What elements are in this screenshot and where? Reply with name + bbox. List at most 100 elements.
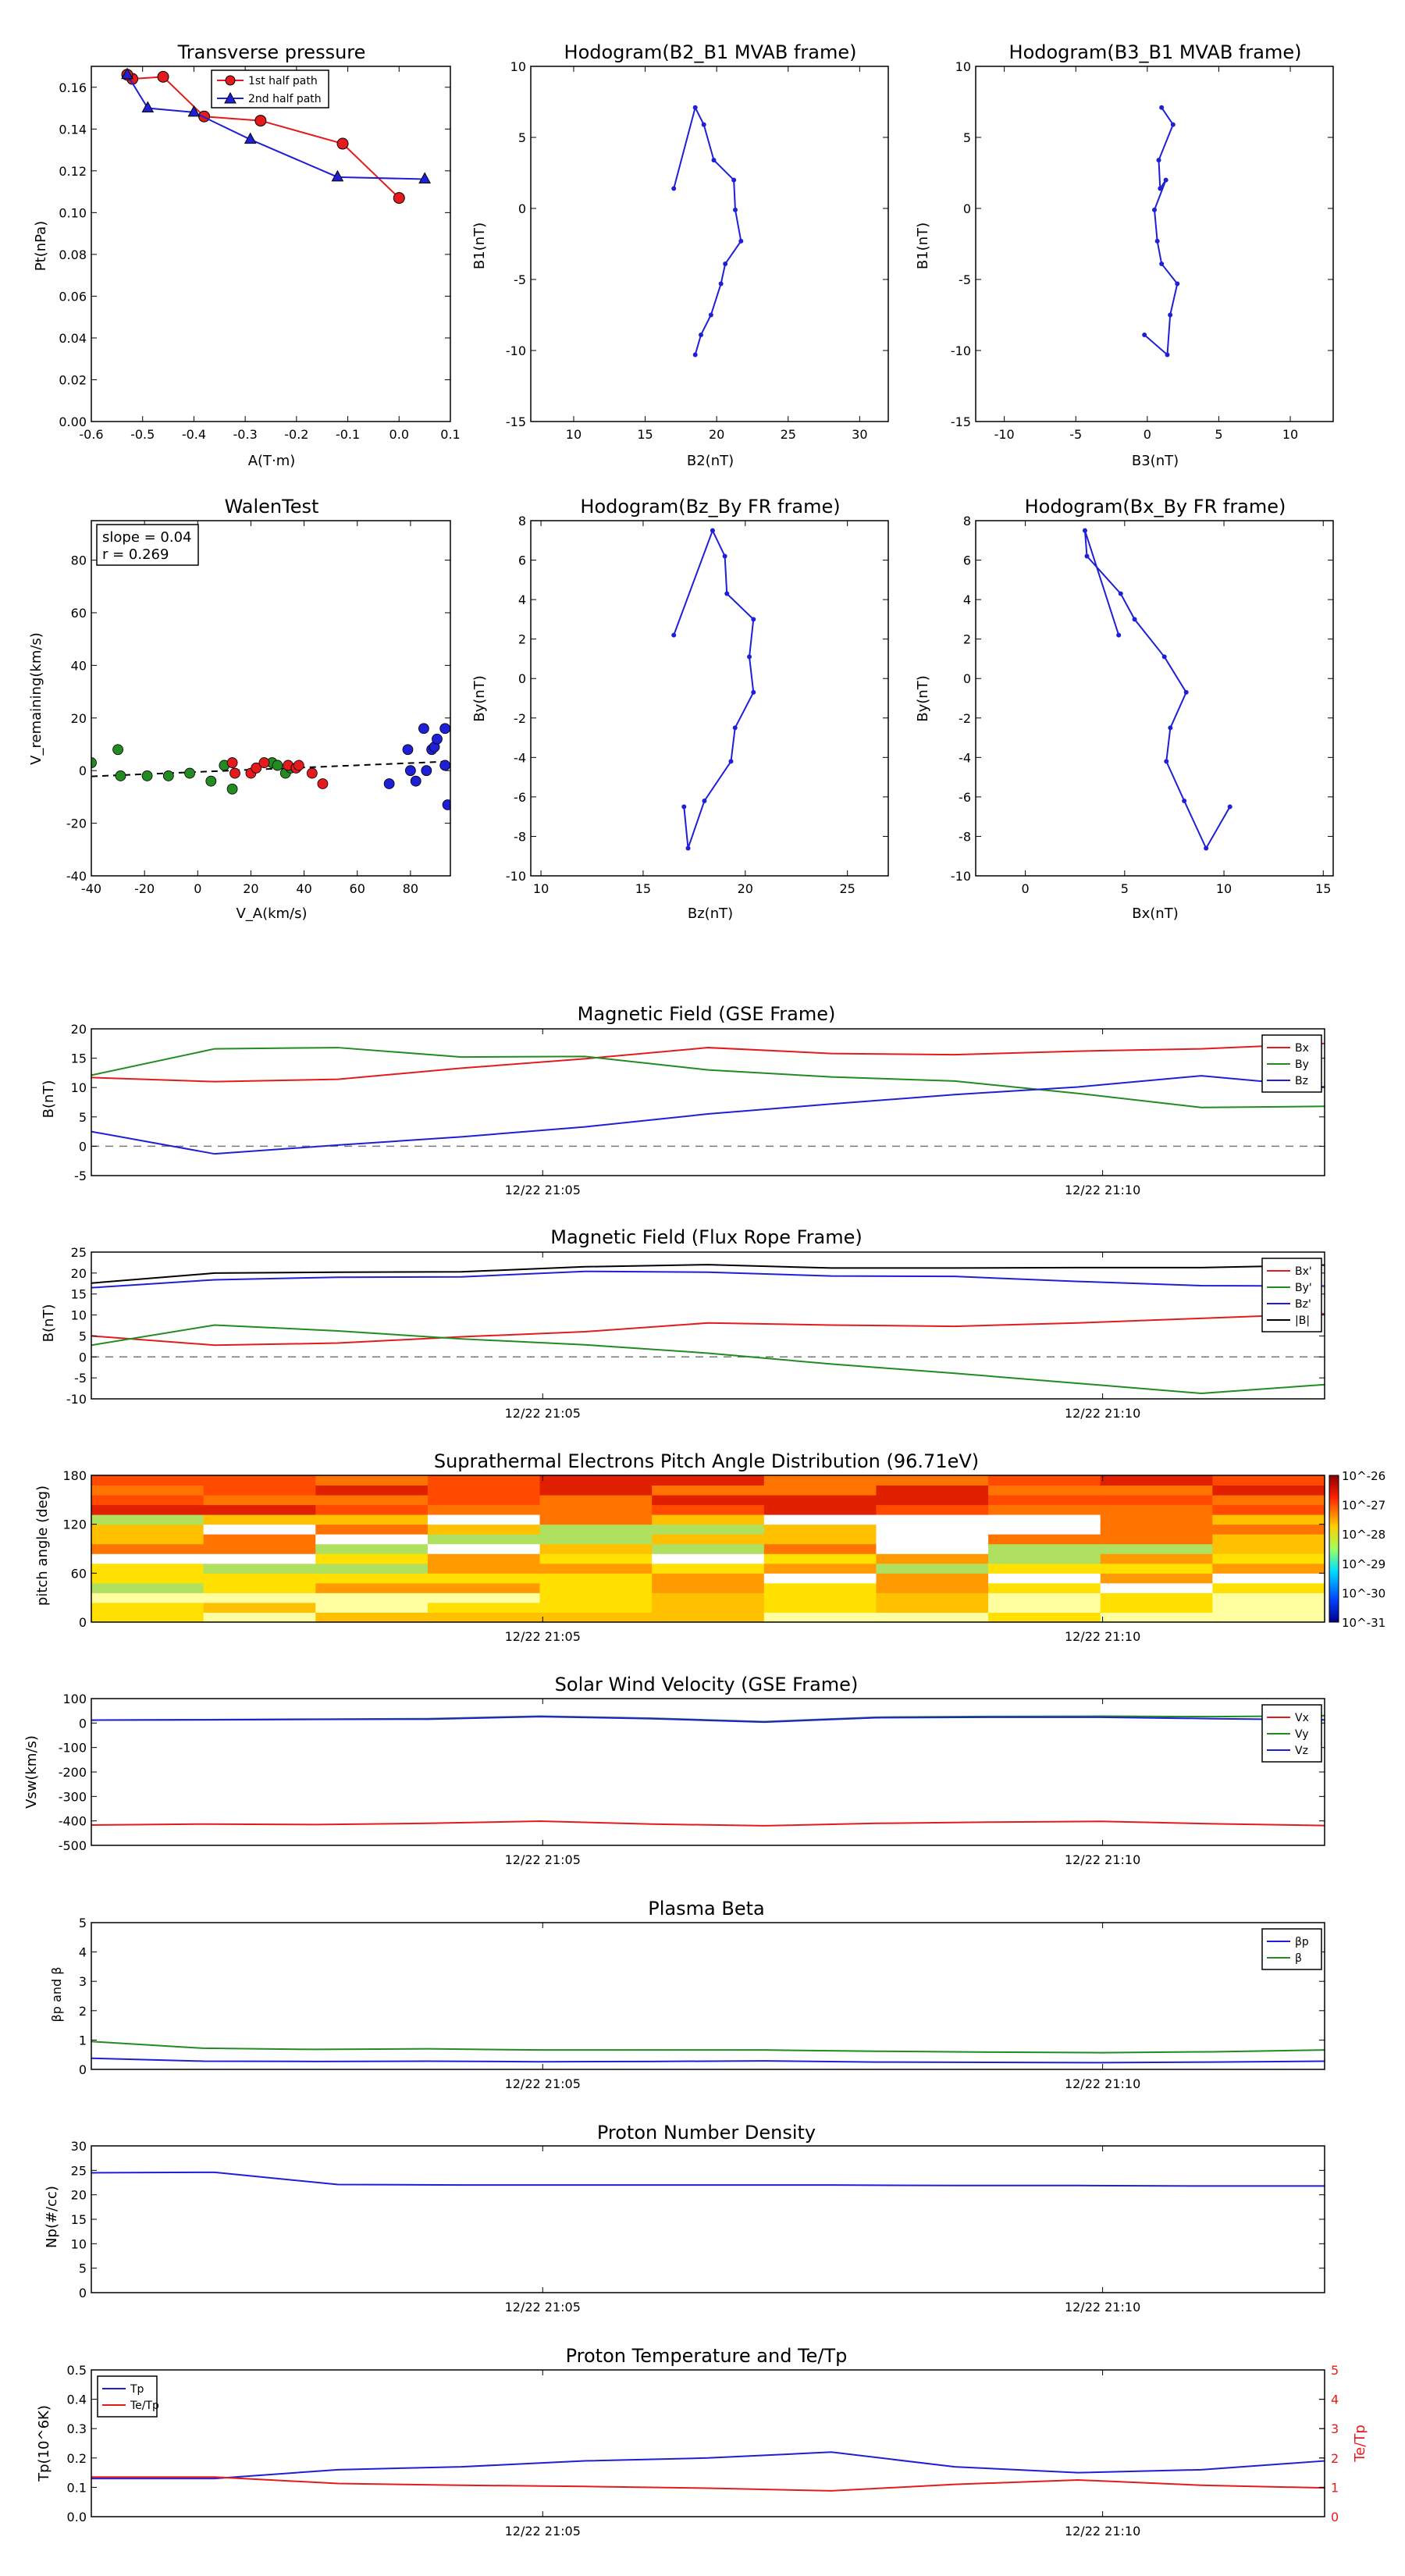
y-tick-label: 2	[518, 632, 526, 647]
plot-vsw: 12/22 21:05 12/22 21:10 -500 -400 -300 -200 -1…	[59, 1692, 1325, 1867]
y-tick-label: -4	[959, 750, 971, 765]
heatmap-cell	[427, 1534, 541, 1545]
heatmap-cell	[427, 1592, 541, 1603]
x-tick-label: 15	[1315, 881, 1331, 896]
plot-frame	[530, 66, 889, 422]
heatmap-cell	[1212, 1514, 1325, 1525]
data-point	[692, 105, 698, 110]
y-tick-label: 0.16	[59, 80, 87, 95]
legend-label: Vy	[1295, 1728, 1309, 1741]
y-axis-label: B(nT)	[41, 1080, 57, 1119]
data-point	[685, 845, 691, 851]
plot-hodogram-b2-b1: 10 15 20 25 30 -15 -10 -5 0 5 10	[506, 59, 889, 442]
heatmap-cell	[539, 1573, 653, 1584]
panel-title: WalenTest	[225, 496, 319, 518]
y-tick-label: 0	[79, 1350, 87, 1364]
heatmap-cell	[203, 1563, 316, 1574]
y-tick-label: 20	[71, 1266, 87, 1281]
heatmap-cell	[539, 1612, 653, 1623]
heatmap-cell	[988, 1563, 1101, 1574]
heatmap-cell	[988, 1553, 1101, 1564]
data-point	[1158, 186, 1163, 191]
legend-label: Te/Tp	[130, 2400, 159, 2412]
y-axis-label: βp and β	[49, 1967, 64, 2023]
heatmap-cell	[539, 1534, 653, 1545]
x-axis-label: B3(nT)	[1132, 453, 1179, 469]
data-point	[1165, 352, 1170, 358]
series-line-1	[126, 74, 425, 180]
data-point	[254, 115, 267, 127]
heatmap-cell	[763, 1573, 877, 1584]
heatmap-cell	[1100, 1612, 1213, 1623]
series-line-2	[91, 1716, 1325, 1724]
heatmap-cell	[988, 1495, 1101, 1506]
panel-title: Plasma Beta	[648, 1898, 764, 1920]
plot-hodogram-bx-by: 0 5 10 15 -10 -8 -6 -4 -2 0 2 4 6 8	[951, 514, 1334, 896]
heatmap-cell	[315, 1573, 429, 1584]
heatmap-cell	[427, 1612, 541, 1623]
heatmap-cell	[1100, 1524, 1213, 1535]
heatmap-cell	[988, 1524, 1101, 1535]
y-tick-label: 8	[518, 514, 526, 528]
heatmap-cell	[1100, 1582, 1213, 1593]
series-line-0	[91, 1820, 1325, 1827]
y-tick-label: 10	[71, 1308, 87, 1323]
heatmap-cell	[539, 1563, 653, 1574]
heatmap-cell	[539, 1582, 653, 1593]
plot-area	[1142, 105, 1180, 358]
y-tick-label: 2	[963, 632, 971, 647]
y-tick-label: -8	[959, 829, 971, 844]
y-tick-label: 5	[518, 130, 526, 145]
heatmap-cell	[763, 1504, 877, 1515]
data-point	[439, 760, 450, 771]
heatmap-cell	[1212, 1573, 1325, 1584]
data-point	[723, 261, 728, 266]
heatmap-cell	[1100, 1592, 1213, 1603]
data-point	[226, 783, 238, 795]
y-axis-label: pitch angle (deg)	[34, 1485, 51, 1606]
heatmap-cell	[988, 1475, 1101, 1486]
heatmap-cell	[1100, 1543, 1213, 1554]
plot-frame	[975, 66, 1334, 422]
y2-tick-label: 0	[1331, 2510, 1339, 2524]
data-point	[336, 137, 349, 150]
y2-tick-label: 1	[1331, 2480, 1339, 2495]
plot-proton-temperature: 12/22 21:05 12/22 21:10 0.0 0.1 0.2 0.3 0.4 0.5…	[67, 2363, 1339, 2539]
heatmap-cell	[1212, 1485, 1325, 1496]
series-line-0	[673, 528, 755, 849]
y-tick-label: 5	[963, 130, 971, 145]
legend-label: β	[1295, 1952, 1302, 1965]
panel-vsw: Solar Wind Velocity (GSE Frame) Vsw(km/s…	[23, 1674, 1325, 1867]
legend: 1st half path 2nd half path	[211, 69, 329, 109]
heatmap-cell	[876, 1534, 989, 1545]
heatmap-cell	[652, 1543, 765, 1554]
heatmap-cell	[763, 1543, 877, 1554]
heatmap-cell	[315, 1524, 429, 1535]
y2-tick-label: 4	[1331, 2393, 1339, 2407]
series-line-0	[1083, 530, 1231, 850]
y-tick-label: -6	[959, 790, 971, 805]
x-tick-label: 10	[566, 427, 582, 442]
x-tick-label: 30	[852, 427, 867, 442]
legend-label: By'	[1295, 1282, 1312, 1294]
heatmap-cell	[1212, 1563, 1325, 1574]
data-point	[728, 759, 734, 764]
y-axis-label: B1(nT)	[471, 222, 488, 269]
y-tick-label: 0	[79, 1615, 87, 1630]
heatmap-cell	[876, 1612, 989, 1623]
data-point	[732, 207, 738, 212]
y-tick-label: 6	[963, 553, 971, 568]
data-point	[1118, 591, 1123, 596]
panel-title: Hodogram(Bz_By FR frame)	[580, 496, 840, 518]
x-tick-label: -0.1	[336, 427, 360, 442]
heatmap-cell	[652, 1602, 765, 1613]
heatmap-cell	[1212, 1543, 1325, 1554]
data-point	[751, 689, 756, 695]
x-tick-label: -0.6	[79, 427, 103, 442]
heatmap-cell	[315, 1582, 429, 1593]
data-point	[251, 762, 262, 774]
colorbar-tick-label: 10^-29	[1342, 1557, 1385, 1571]
time-tick-label: 12/22 21:10	[1065, 2300, 1140, 2314]
heatmap-cell	[763, 1475, 877, 1486]
legend-label: Bx	[1295, 1042, 1309, 1055]
